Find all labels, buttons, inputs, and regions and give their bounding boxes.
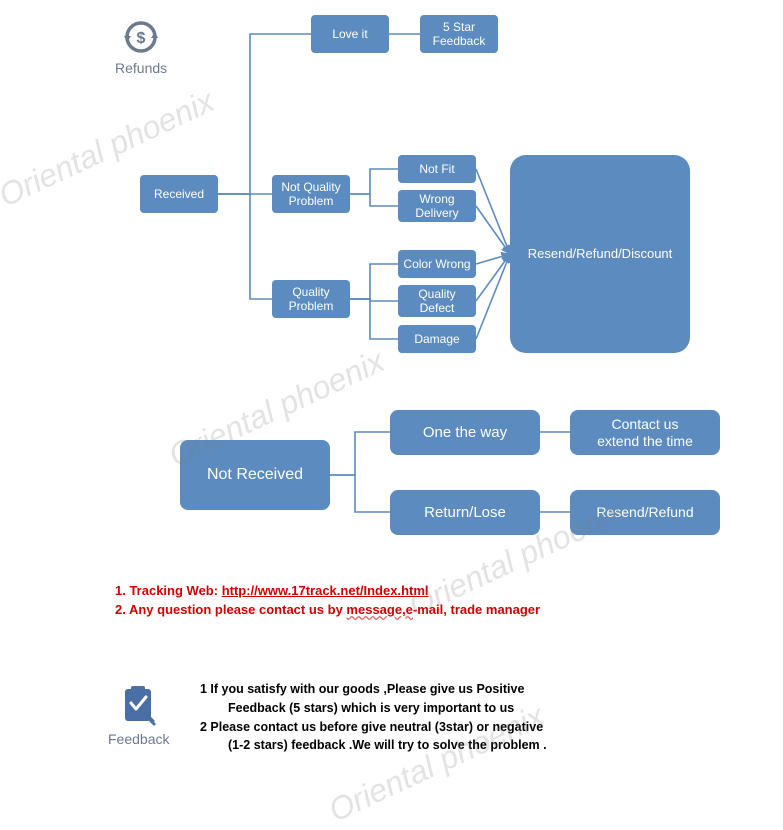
edge-not_received-return_lose	[330, 475, 390, 512]
contact-prefix: 2. Any question please contact us by	[115, 602, 346, 617]
edge-received-quality	[218, 194, 272, 299]
node-resend-refund: Resend/Refund	[570, 490, 720, 535]
contact-mid: -mail, trade manager	[413, 602, 540, 617]
fb-line4: (1-2 stars) feedback .We will try to sol…	[200, 736, 630, 755]
node-quality: Quality Problem	[272, 280, 350, 318]
node-received: Received	[140, 175, 218, 213]
edge-not_received-one_way	[330, 432, 390, 475]
fb-line2: Feedback (5 stars) which is very importa…	[200, 699, 630, 718]
node-color-wrong: Color Wrong	[398, 250, 476, 278]
edge-not_quality-wrong_del	[350, 194, 398, 206]
fb-line1: 1 If you satisfy with our goods ,Please …	[200, 680, 630, 699]
edge-not_fit-resend_big	[476, 169, 510, 254]
node-contact-ext: Contact us extend the time	[570, 410, 720, 455]
node-resend-big: Resend/Refund/Discount	[510, 155, 690, 353]
clipboard-check-icon	[117, 683, 161, 727]
edge-quality-damage	[350, 299, 398, 339]
fb-line3: 2 Please contact us before give neutral …	[200, 718, 630, 737]
node-not-received: Not Received	[180, 440, 330, 510]
node-love-it: Love it	[311, 15, 389, 53]
svg-text:$: $	[137, 30, 146, 47]
edge-color_wrong-resend_big	[476, 254, 510, 264]
edge-damage-resend_big	[476, 254, 510, 339]
tracking-prefix: 1. Tracking Web:	[115, 583, 222, 598]
refunds-icon-block: $ Refunds	[115, 18, 167, 76]
feedback-text-block: 1 If you satisfy with our goods ,Please …	[200, 680, 630, 755]
tracking-note: 1. Tracking Web: http://www.17track.net/…	[115, 583, 429, 598]
node-wrong-del: Wrong Delivery	[398, 190, 476, 222]
edge-quality-qual_defect	[350, 299, 398, 301]
edge-quality-color_wrong	[350, 264, 398, 299]
node-qual-defect: Quality Defect	[398, 285, 476, 317]
edge-qual_defect-resend_big	[476, 254, 510, 301]
contact-u1: message,e	[346, 602, 413, 617]
edge-not_quality-not_fit	[350, 169, 398, 194]
contact-note: 2. Any question please contact us by mes…	[115, 602, 540, 617]
feedback-icon-block: Feedback	[108, 683, 169, 747]
tracking-link[interactable]: http://www.17track.net/Index.html	[222, 583, 429, 598]
edge-wrong_del-resend_big	[476, 206, 510, 254]
node-five-star: 5 Star Feedback	[420, 15, 498, 53]
node-one-way: One the way	[390, 410, 540, 455]
edge-received-love_it	[218, 34, 311, 194]
node-return-lose: Return/Lose	[390, 490, 540, 535]
node-not-quality: Not Quality Problem	[272, 175, 350, 213]
refunds-label: Refunds	[115, 60, 167, 76]
node-damage: Damage	[398, 325, 476, 353]
feedback-label: Feedback	[108, 731, 169, 747]
node-not-fit: Not Fit	[398, 155, 476, 183]
connector-layer	[0, 0, 783, 777]
dollar-refresh-icon: $	[119, 18, 163, 56]
